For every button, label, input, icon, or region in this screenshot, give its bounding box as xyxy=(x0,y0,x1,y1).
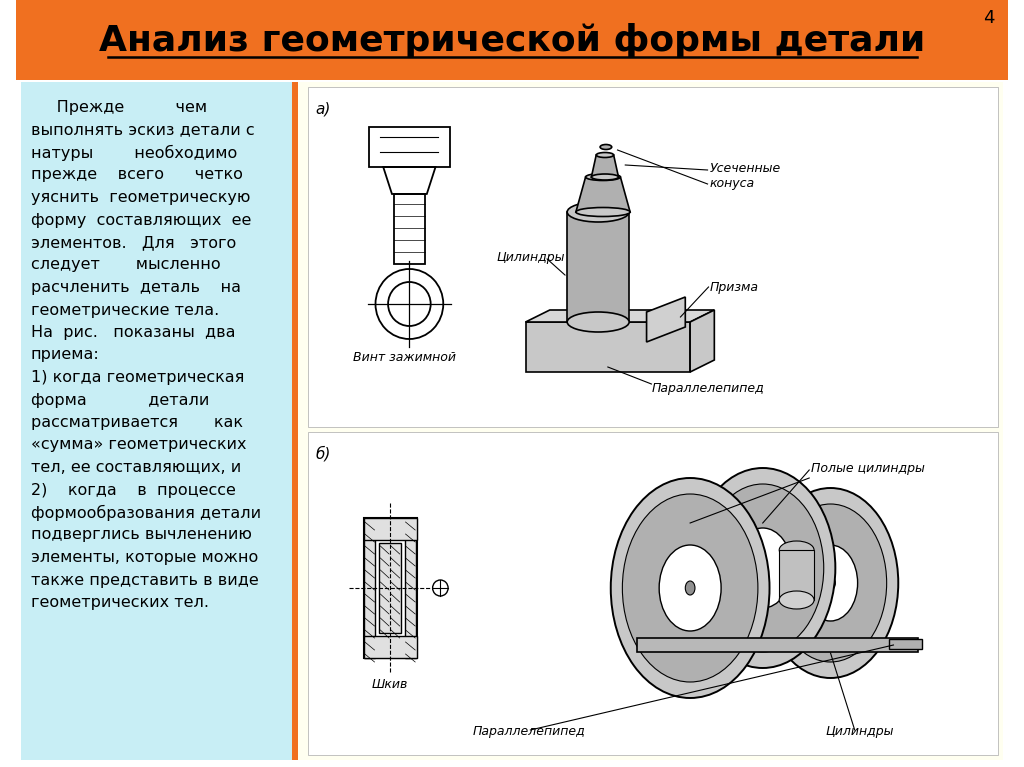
Bar xyxy=(637,638,918,652)
Polygon shape xyxy=(525,322,690,372)
Polygon shape xyxy=(690,310,715,372)
Text: также представить в виде: также представить в виде xyxy=(31,572,259,588)
Text: тел, ее составляющих, и: тел, ее составляющих, и xyxy=(31,460,241,475)
Text: Прежде          чем: Прежде чем xyxy=(31,100,207,115)
Text: расчленить  деталь    на: расчленить деталь на xyxy=(31,280,241,295)
Text: 2)    когда    в  процессе: 2) когда в процессе xyxy=(31,482,236,498)
Bar xyxy=(364,636,417,658)
Text: выполнять эскиз детали с: выполнять эскиз детали с xyxy=(31,123,255,137)
Ellipse shape xyxy=(734,528,792,608)
Bar xyxy=(364,518,417,540)
Ellipse shape xyxy=(774,504,887,662)
Ellipse shape xyxy=(567,202,629,222)
Text: формообразования детали: формообразования детали xyxy=(31,505,261,521)
Ellipse shape xyxy=(623,494,758,682)
Text: Полые цилиндры: Полые цилиндры xyxy=(811,462,925,475)
Bar xyxy=(714,546,749,596)
Ellipse shape xyxy=(600,144,611,150)
Ellipse shape xyxy=(575,208,630,216)
Text: уяснить  геометрическую: уяснить геометрическую xyxy=(31,190,250,205)
Text: «сумма» геометрических: «сумма» геометрических xyxy=(31,437,247,453)
Ellipse shape xyxy=(779,541,814,559)
Ellipse shape xyxy=(592,174,618,180)
Bar xyxy=(308,87,998,427)
Text: б): б) xyxy=(315,446,331,462)
Ellipse shape xyxy=(758,561,768,575)
Bar xyxy=(16,0,1008,80)
Text: 1) когда геометрическая: 1) когда геометрическая xyxy=(31,370,244,385)
Ellipse shape xyxy=(567,312,629,332)
Text: Шкив: Шкив xyxy=(372,678,409,691)
Text: рассматривается       как: рассматривается как xyxy=(31,415,243,430)
Text: 4: 4 xyxy=(983,9,994,27)
Ellipse shape xyxy=(690,468,836,668)
Bar xyxy=(394,194,425,264)
Bar xyxy=(364,518,376,658)
Bar xyxy=(298,82,1002,760)
Bar xyxy=(22,82,292,760)
Bar xyxy=(779,550,814,600)
Ellipse shape xyxy=(804,545,858,621)
Text: На  рис.   показаны  два: На рис. показаны два xyxy=(31,325,236,340)
Bar xyxy=(379,543,400,633)
Ellipse shape xyxy=(714,537,749,555)
Ellipse shape xyxy=(659,545,721,631)
Bar xyxy=(308,432,998,755)
Polygon shape xyxy=(525,310,715,322)
Text: элементов.   Для   этого: элементов. Для этого xyxy=(31,235,237,250)
Bar xyxy=(404,518,416,658)
Text: Винт зажимной: Винт зажимной xyxy=(353,351,456,364)
Text: геометрические тела.: геометрические тела. xyxy=(31,302,219,318)
Ellipse shape xyxy=(596,153,613,157)
Text: Цилиндры: Цилиндры xyxy=(497,251,565,264)
Bar xyxy=(889,639,923,649)
Ellipse shape xyxy=(714,587,749,605)
Text: а): а) xyxy=(315,101,331,116)
Text: форму  составляющих  ее: форму составляющих ее xyxy=(31,212,251,228)
Polygon shape xyxy=(592,155,618,177)
Text: подверглись вычленению: подверглись вычленению xyxy=(31,528,252,542)
Text: Параллелепипед: Параллелепипед xyxy=(651,382,764,395)
Ellipse shape xyxy=(763,488,898,678)
Text: следует       мысленно: следует мысленно xyxy=(31,258,220,272)
Text: Анализ геометрической формы детали: Анализ геометрической формы детали xyxy=(99,22,925,58)
Text: приема:: приема: xyxy=(31,347,99,363)
Text: Призма: Призма xyxy=(710,281,759,294)
Text: элементы, которые можно: элементы, которые можно xyxy=(31,550,258,565)
Text: Параллелепипед: Параллелепипед xyxy=(472,725,585,738)
Polygon shape xyxy=(646,297,685,342)
Text: геометрических тел.: геометрических тел. xyxy=(31,595,209,610)
Bar xyxy=(364,518,417,658)
Bar xyxy=(292,82,298,760)
Text: натуры        необходимо: натуры необходимо xyxy=(31,145,238,161)
Text: форма            детали: форма детали xyxy=(31,393,209,407)
Bar xyxy=(369,127,450,167)
Text: Цилиндры: Цилиндры xyxy=(825,725,894,738)
Ellipse shape xyxy=(825,576,836,590)
Text: Усеченные
конуса: Усеченные конуса xyxy=(710,162,780,190)
Ellipse shape xyxy=(701,484,823,652)
Polygon shape xyxy=(575,177,630,212)
Ellipse shape xyxy=(586,173,621,180)
Bar xyxy=(567,212,629,322)
Ellipse shape xyxy=(779,591,814,609)
Ellipse shape xyxy=(610,478,769,698)
Ellipse shape xyxy=(685,581,695,595)
Text: прежде    всего      четко: прежде всего четко xyxy=(31,167,243,183)
